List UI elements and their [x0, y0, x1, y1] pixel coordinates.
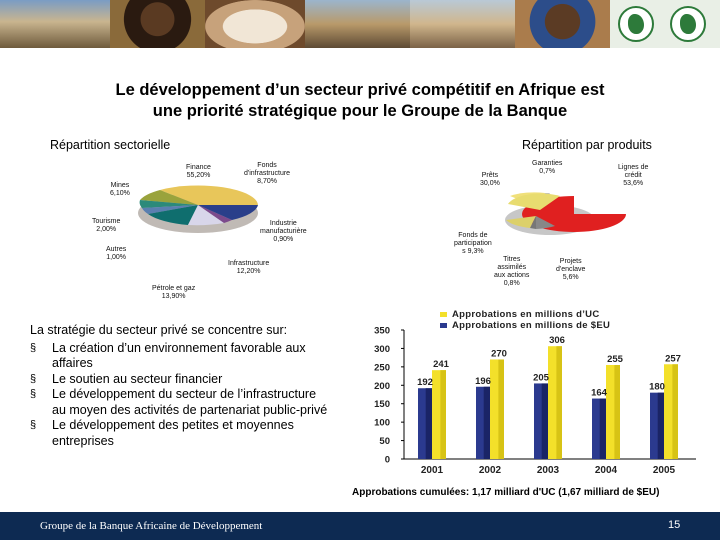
bar-eu-value-label: 192	[417, 377, 433, 388]
pie-right-label-titres: Titres assimilés aux actions 0,8%	[494, 256, 530, 287]
bar-uc-value-label: 270	[491, 348, 507, 359]
y-tick-label: 0	[385, 455, 390, 466]
afdb-logo-icon	[618, 6, 654, 42]
bar-eu-shade	[541, 383, 548, 459]
bar-uc-shade	[672, 364, 678, 459]
bar-eu-value-label: 164	[591, 388, 608, 399]
y-tick-label: 100	[374, 418, 390, 429]
strategy-block: La stratégie du secteur privé se concent…	[30, 323, 360, 449]
pie-left-slice-finance	[160, 185, 258, 205]
legend-item-eu: Approbations en millions de $EU	[440, 320, 610, 331]
pie-left-label-mines: Mines 6,10%	[110, 182, 130, 197]
pie-left-label-petrole: Pétrole et gaz 13,90%	[152, 285, 196, 300]
x-tick-label: 2002	[479, 465, 502, 476]
bar-eu-value-label: 180	[649, 382, 665, 393]
pie-right-label-lignes: Lignes de crédit 53,6%	[618, 164, 649, 187]
bar-uc-shade	[440, 370, 446, 459]
pie-left-slice-fonds	[198, 205, 258, 220]
pie-left-slice-infrastructure	[188, 205, 224, 226]
pie-left-subtitle: Répartition sectorielle	[50, 138, 171, 152]
bar-eu-value-label: 196	[475, 376, 491, 387]
banner-photo-5	[410, 0, 515, 48]
slide-title-line-1: Le développement d’un secteur privé comp…	[115, 81, 605, 99]
pie-right-slice-projets	[536, 216, 555, 229]
bar-chart-legend: Approbations en millions d’UC Approbatio…	[440, 309, 610, 331]
pie-left-label-tourisme: Tourisme 2,00%	[92, 218, 121, 233]
legend-swatch-uc	[440, 312, 447, 317]
cumulative-note: Approbations cumulées: 1,17 milliard d'U…	[352, 487, 660, 498]
bar-uc-value-label: 241	[433, 359, 450, 370]
footer-organization: Groupe de la Banque Africaine de Dévelop…	[40, 520, 263, 532]
pie-left	[138, 185, 258, 233]
strategy-bullet: Le développement des petites et moyennes…	[30, 418, 360, 449]
banner-photo-2	[110, 0, 205, 48]
pie-right-subtitle: Répartition par produits	[522, 138, 652, 152]
bar-uc-value-label: 255	[607, 354, 624, 365]
slide-title-line-2: une priorité stratégique pour le Groupe …	[152, 102, 568, 120]
pie-left-label-fonds: Fonds d'infrastructure 8,70%	[244, 162, 291, 185]
pie-left-slice-tourisme	[139, 200, 198, 208]
legend-item-uc: Approbations en millions d’UC	[440, 309, 610, 320]
banner-photo-4	[305, 0, 410, 48]
pie-right-slice-fonds	[506, 216, 536, 228]
bar-eu-shade	[599, 398, 606, 459]
pie-left-slice-industrie	[198, 205, 232, 223]
pie-right-label-garanties: Garanties 0,7%	[532, 160, 563, 175]
banner-photo-1	[0, 0, 110, 48]
y-tick-label: 350	[374, 326, 390, 337]
pie-right-slice-prets-top	[508, 193, 560, 210]
pie-right	[505, 192, 626, 235]
pie-left-slice-autres	[142, 205, 198, 214]
strategy-heading: La stratégie du secteur privé se concent…	[30, 323, 288, 337]
x-tick-label: 2005	[653, 465, 676, 476]
x-tick-label: 2004	[595, 465, 618, 476]
x-tick-label: 2003	[537, 465, 560, 476]
x-tick-label: 2001	[421, 465, 444, 476]
bar-eu-value-label: 205	[533, 372, 550, 383]
pie-left-label-autres: Autres 1,00%	[106, 246, 127, 261]
pie-right-slice-titres	[530, 216, 536, 229]
pie-left-slice-petrole	[148, 205, 198, 225]
bar-uc-shade	[614, 365, 620, 459]
y-tick-label: 250	[374, 362, 390, 373]
bar-eu-shade	[657, 392, 664, 459]
banner-logos	[610, 0, 720, 48]
y-tick-label: 150	[374, 399, 390, 410]
y-tick-label: 300	[374, 344, 390, 355]
pie-right-label-prets: Prêts 30,0%	[480, 172, 500, 187]
photo-banner	[0, 0, 720, 48]
pie-left-label-industrie: Industrie manufacturière 0,90%	[260, 220, 307, 243]
y-tick-label: 50	[379, 436, 390, 447]
legend-swatch-eu	[440, 323, 447, 328]
page-number: 15	[668, 519, 681, 531]
afdb-logo-icon	[670, 6, 706, 42]
bar-eu-shade	[425, 388, 432, 459]
bar-uc-shade	[556, 346, 562, 459]
pie-left-label-infrastructure: Infrastructure 12,20%	[228, 260, 270, 275]
banner-photo-6	[515, 0, 610, 48]
slide-title: Le développement d’un secteur privé comp…	[40, 80, 680, 122]
strategy-bullet: La création d’un environnement favorable…	[30, 341, 360, 372]
bar-uc-value-label: 257	[665, 353, 681, 364]
banner-photo-3	[205, 0, 305, 48]
pie-left-label-finance: Finance 55,20%	[186, 164, 211, 179]
bar-uc-value-label: 306	[549, 335, 565, 346]
bar-eu-shade	[483, 386, 490, 459]
pie-right-label-projets: Projets d'enclave 5,6%	[556, 258, 586, 281]
strategy-bullet: Le développement du secteur de l’infrast…	[30, 387, 360, 418]
bar-uc-shade	[498, 359, 504, 459]
pie-right-label-fonds: Fonds de participation s 9,3%	[454, 232, 492, 255]
y-tick-label: 200	[374, 381, 390, 392]
footer-bar: Groupe de la Banque Africaine de Dévelop…	[0, 512, 720, 540]
strategy-bullet: Le soutien au secteur financier	[30, 372, 360, 388]
